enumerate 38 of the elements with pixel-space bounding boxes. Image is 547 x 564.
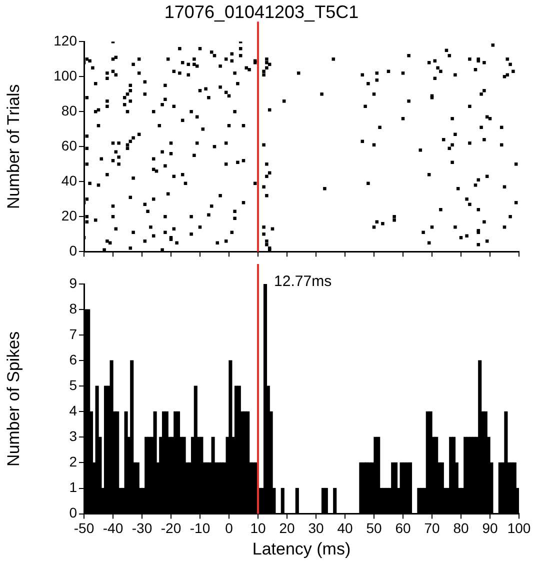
x-tick-label: 30 [308,520,324,536]
x-tick-label: 100 [507,520,531,536]
x-tick-label: 50 [366,520,382,536]
y-tick-label: 100 [54,67,78,84]
x-tick-label: -50 [74,520,94,536]
y-tick-label: 120 [54,32,78,48]
chart-title: 17076_01041203_T5C1 [164,2,359,22]
y-tick-label: 4 [69,402,78,419]
y-tick-label: 5 [69,376,78,393]
x-tick-label: 90 [482,520,498,536]
x-tick-label: 10 [250,520,266,536]
y-tick-label: 6 [69,351,78,368]
y-tick-label: 2 [69,454,78,470]
x-tick-label: 70 [424,520,440,536]
y-tick-label: 60 [61,137,78,154]
y-axis-title: Number of Spikes [4,331,23,466]
y-tick-label: 80 [61,102,78,118]
x-tick-label: 0 [225,520,234,536]
y-tick-label: 0 [69,242,78,258]
y-tick-label: 7 [69,326,78,342]
x-tick-label: -40 [102,520,124,536]
x-tick-label: -20 [160,520,182,536]
y-tick-label: 0 [69,504,78,521]
x-axis-title: Latency (ms) [252,539,351,558]
y-axis-title: Number of Trials [4,84,23,209]
y-tick-label: 3 [69,428,78,444]
y-tick-label: 40 [61,172,78,188]
x-tick-label: 20 [279,520,295,536]
x-tick-label: -30 [132,520,152,536]
y-tick-label: 20 [61,207,78,224]
annotation: 12.77ms [274,273,332,290]
x-tick-label: 60 [395,520,411,536]
y-tick-label: 1 [69,479,78,496]
y-tick-label: 9 [69,274,78,291]
x-tick-label: -10 [190,520,210,536]
x-tick-label: 80 [453,520,469,536]
x-tick-label: 40 [337,520,353,536]
y-tick-label: 8 [69,300,78,316]
